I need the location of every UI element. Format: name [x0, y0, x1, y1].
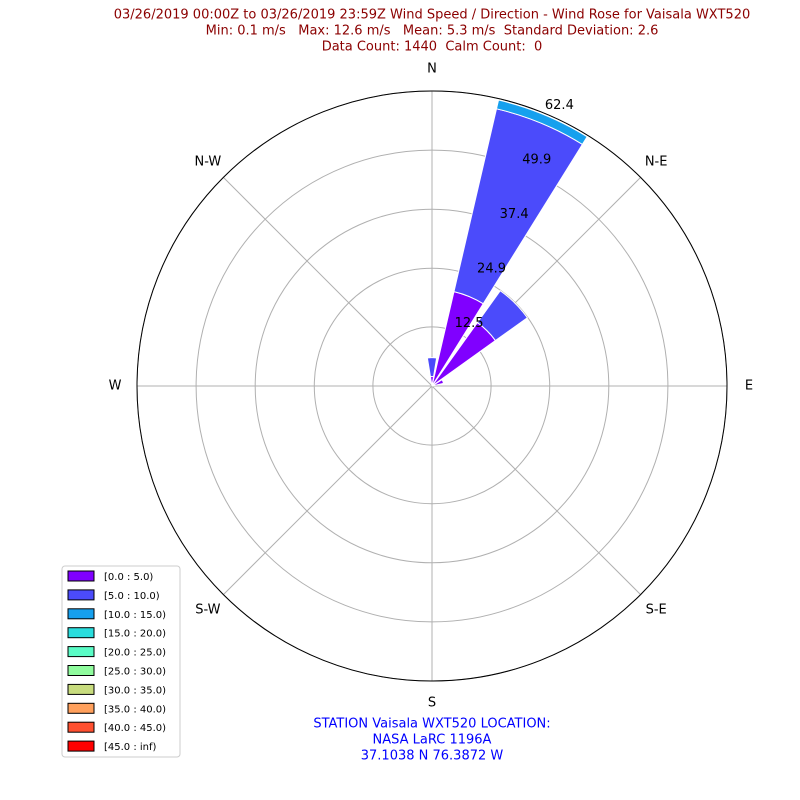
direction-label: N: [427, 62, 437, 77]
wind-wedge: [426, 357, 438, 378]
legend-label: [0.0 : 5.0): [104, 572, 153, 583]
legend-swatch: [67, 589, 95, 601]
legend-label: [25.0 : 30.0): [104, 667, 166, 678]
legend-swatch: [67, 646, 95, 658]
direction-label: N-W: [194, 154, 221, 169]
chart-title: 03/26/2019 00:00Z to 03/26/2019 23:59Z W…: [114, 8, 751, 23]
legend-label: [45.0 : inf): [104, 742, 157, 753]
r-tick-label: 62.4: [545, 98, 574, 113]
direction-label: S-E: [646, 603, 667, 618]
legend-label: [20.0 : 25.0): [104, 648, 166, 659]
station-info: NASA LaRC 1196A: [373, 733, 492, 748]
wind-wedge: [495, 99, 588, 146]
direction-label: S-W: [195, 603, 220, 618]
grid-spoke: [223, 385, 433, 595]
legend-swatch: [67, 721, 95, 733]
legend-label: [35.0 : 40.0): [104, 704, 166, 715]
direction-label: S: [428, 696, 436, 711]
polar-frame: [136, 90, 728, 682]
r-tick-label: 49.9: [522, 153, 551, 168]
legend-label: [30.0 : 35.0): [104, 685, 166, 696]
grid-spoke: [431, 385, 641, 595]
chart-title: Data Count: 1440 Calm Count: 0: [322, 40, 543, 55]
legend-swatch: [67, 570, 95, 582]
direction-label: W: [109, 379, 122, 394]
chart-title: Min: 0.1 m/s Max: 12.6 m/s Mean: 5.3 m/s…: [206, 24, 659, 39]
legend-label: [10.0 : 15.0): [104, 610, 166, 621]
station-info: STATION Vaisala WXT520 LOCATION:: [313, 717, 550, 732]
legend-label: [40.0 : 45.0): [104, 723, 166, 734]
wind-wedge: [476, 289, 529, 342]
legend-label: [5.0 : 10.0): [104, 591, 160, 602]
legend-swatch: [67, 665, 95, 676]
legend-swatch: [67, 740, 95, 752]
legend: [0.0 : 5.0) [5.0 : 10.0) [10.0 : 15.0) [15.…: [61, 565, 181, 758]
r-tick-label: 37.4: [500, 207, 529, 222]
direction-label: E: [745, 379, 753, 394]
station-info: 37.1038 N 76.3872 W: [361, 749, 504, 764]
legend-swatch: [67, 608, 95, 620]
grid-spoke: [223, 177, 433, 387]
legend-swatch: [67, 627, 95, 639]
legend-swatch: [67, 683, 95, 695]
legend-swatch: [67, 702, 95, 714]
r-tick-label: 24.9: [477, 262, 506, 277]
r-tick-label: 12.5: [455, 316, 484, 331]
legend-label: [15.0 : 20.0): [104, 629, 166, 640]
wind-wedge: [431, 379, 445, 387]
direction-label: N-E: [645, 154, 668, 169]
